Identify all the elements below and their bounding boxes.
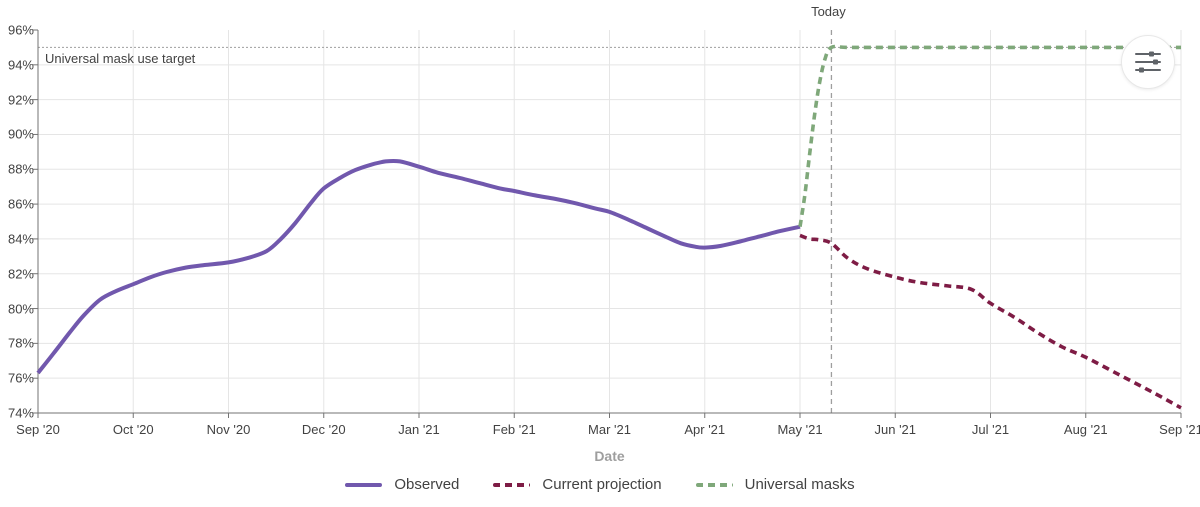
x-tick-label: Dec '20: [301, 422, 346, 437]
chart-options-button[interactable]: [1121, 35, 1175, 89]
series-observed: [36, 158, 801, 375]
x-tick-label: May '21: [777, 422, 823, 437]
target-line-label: Universal mask use target: [45, 51, 196, 66]
y-tick-label: 78%: [7, 335, 34, 351]
y-tick-label: 88%: [7, 161, 34, 177]
x-tick-label: Aug '21: [1063, 422, 1108, 437]
legend-swatch-universal-masks: [695, 482, 733, 487]
legend-swatch-observed: [345, 482, 383, 487]
legend: Observed Current projection Universal ma…: [0, 476, 1200, 493]
series-current-projection: [799, 233, 1182, 410]
x-tick-label: Feb '21: [492, 422, 536, 437]
x-tick-label: Jun '21: [874, 422, 917, 437]
y-tick-label: 76%: [7, 370, 34, 386]
legend-label-observed: Observed: [394, 476, 460, 493]
y-tick-label: 80%: [7, 301, 34, 317]
legend-item-universal-masks[interactable]: Universal masks: [695, 476, 855, 493]
legend-label-current-projection: Current projection: [542, 476, 662, 493]
y-tick-label: 86%: [7, 196, 34, 212]
y-tick-label: 90%: [7, 126, 34, 142]
y-tick-label: 84%: [7, 231, 34, 247]
y-tick-label: 94%: [7, 57, 34, 73]
x-tick-label: Sep '20: [16, 422, 60, 437]
x-axis-title: Date: [594, 448, 625, 464]
x-tick-label: Mar '21: [588, 422, 631, 437]
y-tick-label: 92%: [7, 92, 34, 108]
y-tick-label: 82%: [7, 266, 34, 282]
today-line-label: Today: [811, 4, 846, 19]
x-tick-label: Apr '21: [684, 422, 726, 437]
legend-item-observed[interactable]: Observed: [345, 476, 459, 493]
x-tick-label: Sep '21: [1159, 422, 1200, 437]
legend-label-universal-masks: Universal masks: [744, 476, 855, 493]
legend-item-current-projection[interactable]: Current projection: [493, 476, 662, 493]
series-universal-masks: [798, 44, 1181, 227]
legend-swatch-current-projection: [493, 482, 531, 487]
x-tick-label: Oct '20: [112, 422, 154, 437]
sliders-icon: [1135, 51, 1161, 73]
x-tick-label: Jul '21: [971, 422, 1010, 437]
x-tick-label: Jan '21: [398, 422, 440, 437]
y-tick-label: 74%: [7, 405, 34, 421]
x-tick-label: Nov '20: [206, 422, 251, 437]
y-tick-label: 96%: [7, 22, 34, 38]
